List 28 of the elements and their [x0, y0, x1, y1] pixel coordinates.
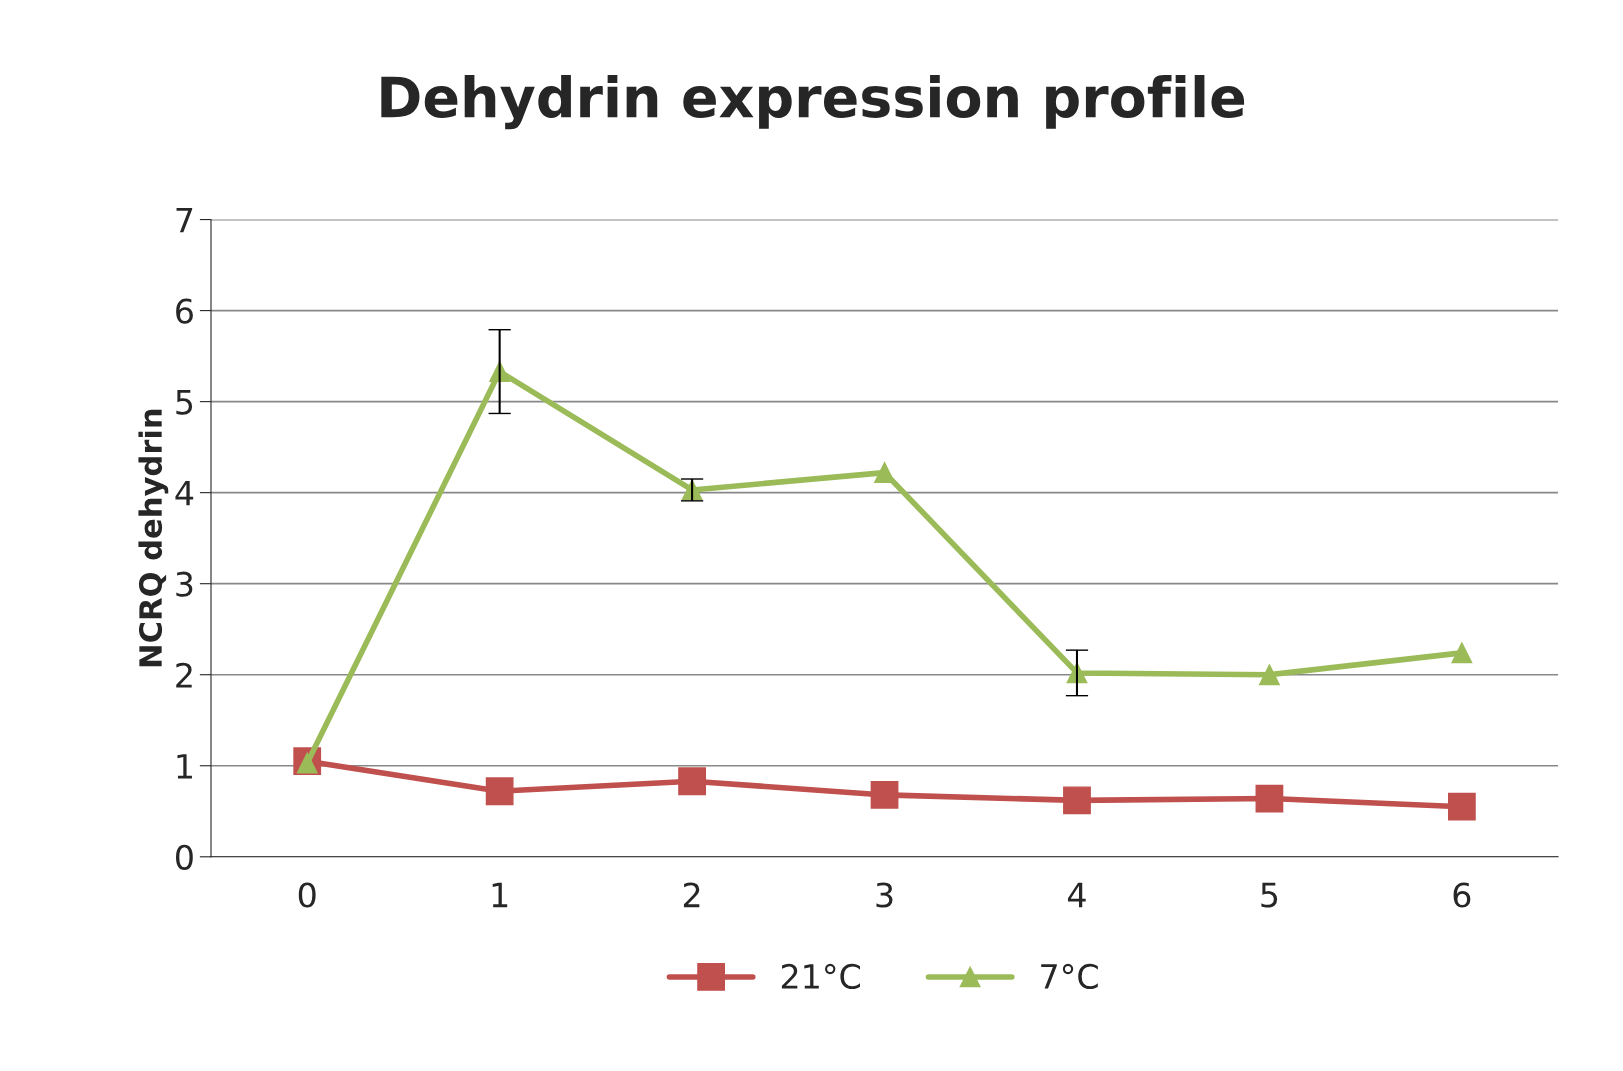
x-tick-label: 1: [492, 882, 508, 908]
y-tick-label: 3: [176, 571, 193, 597]
point: [870, 781, 899, 809]
y-tick-label: 2: [176, 662, 192, 688]
point: [1255, 784, 1284, 813]
y-tick-label: 6: [176, 298, 193, 324]
y-tick-label: 1: [177, 754, 192, 779]
point: [1259, 664, 1280, 686]
x-tick-label: 0: [298, 882, 316, 908]
y-tick-label: 0: [176, 844, 193, 870]
y-tick-label: 7: [176, 207, 193, 233]
x-tick-label: 5: [1261, 882, 1278, 908]
point: [874, 462, 895, 484]
y-tick-label: 5: [176, 389, 193, 415]
point: [485, 777, 514, 806]
legend-label: 7°C: [1041, 963, 1098, 990]
point: [1063, 786, 1091, 815]
y-axis-title: NCRQ dehydrin: [138, 409, 169, 667]
x-tick-label: 3: [876, 882, 893, 908]
x-tick-label: 4: [1068, 882, 1086, 908]
point: [1451, 642, 1473, 664]
x-tick-label: 2: [683, 882, 700, 908]
legend-label: 21°C: [781, 963, 860, 990]
x-tick-label: 6: [1453, 882, 1471, 908]
y-tick-label: 4: [175, 481, 194, 506]
point: [1447, 792, 1476, 821]
point: [678, 767, 706, 796]
chart-title: Dehydrin expression profile: [381, 74, 1245, 130]
